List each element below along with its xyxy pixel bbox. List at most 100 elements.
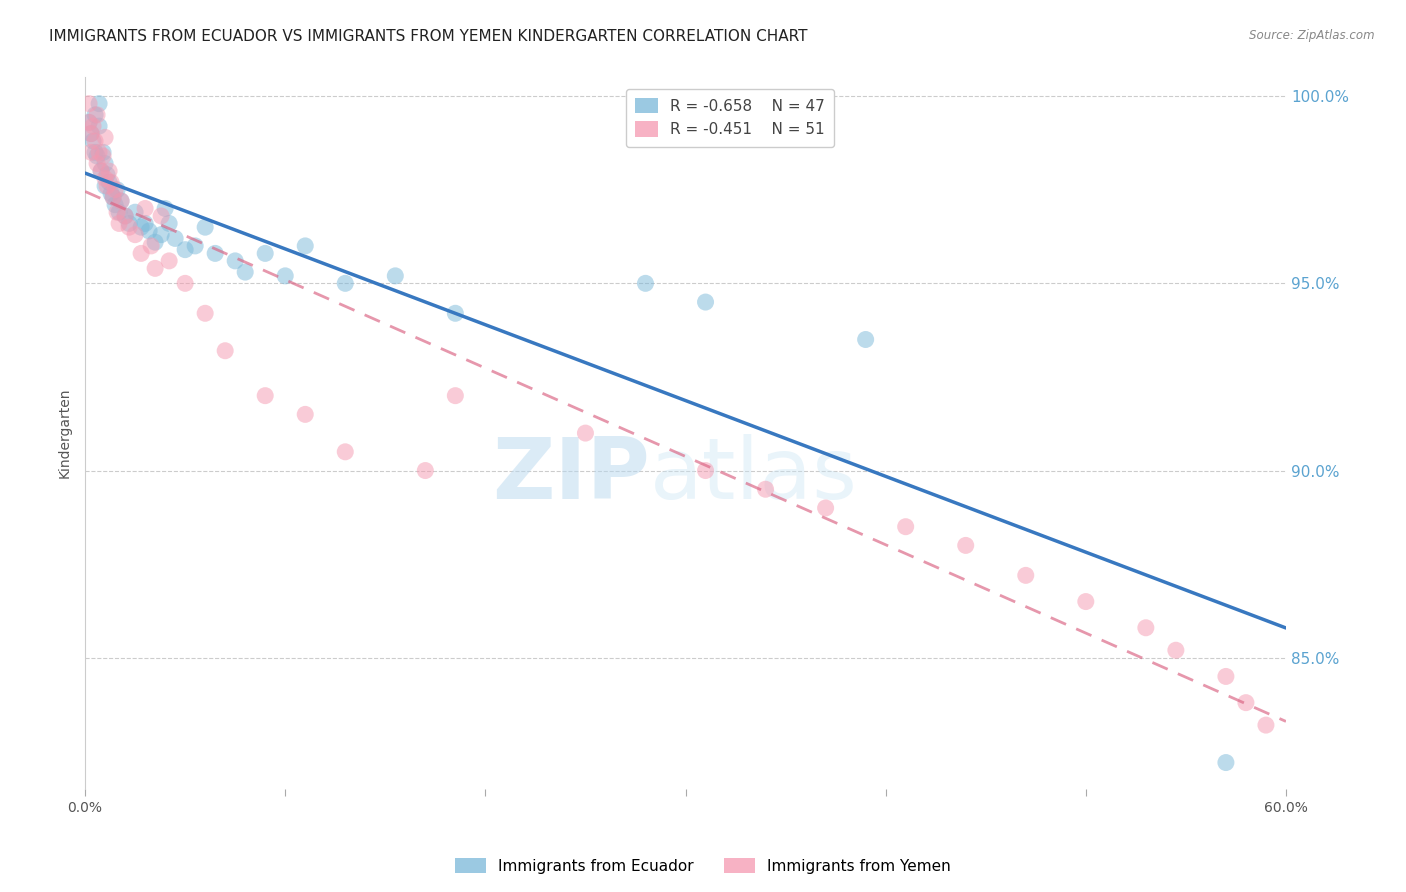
Point <box>80 127 103 141</box>
Point <box>80 145 103 160</box>
Point <box>124 227 146 242</box>
Point <box>86 108 108 122</box>
Point <box>134 217 156 231</box>
Point <box>194 306 217 320</box>
Point <box>184 239 207 253</box>
Point <box>634 277 657 291</box>
Text: atlas: atlas <box>650 434 858 517</box>
Point <box>143 261 166 276</box>
Point <box>101 190 124 204</box>
Point <box>1215 756 1237 770</box>
Point <box>91 149 114 163</box>
Point <box>82 134 104 148</box>
Point <box>335 277 357 291</box>
Point <box>294 408 316 422</box>
Point <box>114 209 136 223</box>
Point <box>139 239 162 253</box>
Point <box>84 108 107 122</box>
Point <box>233 265 256 279</box>
Point <box>574 426 596 441</box>
Point <box>87 96 110 111</box>
Point <box>134 202 156 216</box>
Point <box>87 145 110 160</box>
Point <box>118 220 141 235</box>
Point <box>894 519 917 533</box>
Point <box>90 164 112 178</box>
Point <box>814 500 837 515</box>
Point <box>444 389 467 403</box>
Point <box>254 389 277 403</box>
Point <box>855 333 877 347</box>
Legend: R = -0.658    N = 47, R = -0.451    N = 51: R = -0.658 N = 47, R = -0.451 N = 51 <box>626 88 834 146</box>
Point <box>294 239 316 253</box>
Point <box>1254 718 1277 732</box>
Point <box>108 205 131 219</box>
Point <box>98 164 121 178</box>
Point <box>105 183 128 197</box>
Point <box>82 119 104 133</box>
Point <box>77 96 100 111</box>
Point <box>105 205 128 219</box>
Point <box>80 127 103 141</box>
Point <box>254 246 277 260</box>
Point <box>444 306 467 320</box>
Point <box>138 224 160 238</box>
Point <box>204 246 226 260</box>
Point <box>77 115 100 129</box>
Point <box>114 209 136 223</box>
Point <box>274 268 297 283</box>
Point <box>129 246 152 260</box>
Point <box>695 295 717 310</box>
Point <box>153 202 176 216</box>
Point <box>143 235 166 249</box>
Point <box>86 156 108 170</box>
Point <box>1215 669 1237 683</box>
Point <box>94 130 117 145</box>
Point <box>96 168 118 182</box>
Point <box>214 343 236 358</box>
Point <box>415 464 437 478</box>
Point <box>157 217 180 231</box>
Point <box>100 186 122 201</box>
Text: IMMIGRANTS FROM ECUADOR VS IMMIGRANTS FROM YEMEN KINDERGARTEN CORRELATION CHART: IMMIGRANTS FROM ECUADOR VS IMMIGRANTS FR… <box>49 29 807 44</box>
Y-axis label: Kindergarten: Kindergarten <box>58 388 72 478</box>
Point <box>91 145 114 160</box>
Point <box>101 190 124 204</box>
Point <box>150 227 173 242</box>
Point <box>94 171 117 186</box>
Point <box>1234 696 1257 710</box>
Point <box>174 243 197 257</box>
Point <box>174 277 197 291</box>
Point <box>224 253 246 268</box>
Point <box>84 145 107 160</box>
Point <box>96 179 118 194</box>
Point <box>150 209 173 223</box>
Point <box>100 175 122 189</box>
Point <box>1164 643 1187 657</box>
Point <box>194 220 217 235</box>
Point <box>98 175 121 189</box>
Point <box>90 164 112 178</box>
Legend: Immigrants from Ecuador, Immigrants from Yemen: Immigrants from Ecuador, Immigrants from… <box>449 852 957 880</box>
Point <box>955 538 977 552</box>
Point <box>77 115 100 129</box>
Point <box>87 119 110 133</box>
Point <box>104 183 127 197</box>
Point <box>755 482 778 496</box>
Point <box>84 134 107 148</box>
Point <box>110 194 132 208</box>
Point <box>94 179 117 194</box>
Point <box>129 220 152 235</box>
Point <box>157 253 180 268</box>
Point <box>1015 568 1038 582</box>
Point <box>86 149 108 163</box>
Point <box>94 156 117 170</box>
Text: Source: ZipAtlas.com: Source: ZipAtlas.com <box>1250 29 1375 42</box>
Point <box>104 198 127 212</box>
Point <box>108 217 131 231</box>
Point <box>124 205 146 219</box>
Point <box>695 464 717 478</box>
Point <box>1135 621 1157 635</box>
Text: ZIP: ZIP <box>492 434 650 517</box>
Point <box>1074 594 1097 608</box>
